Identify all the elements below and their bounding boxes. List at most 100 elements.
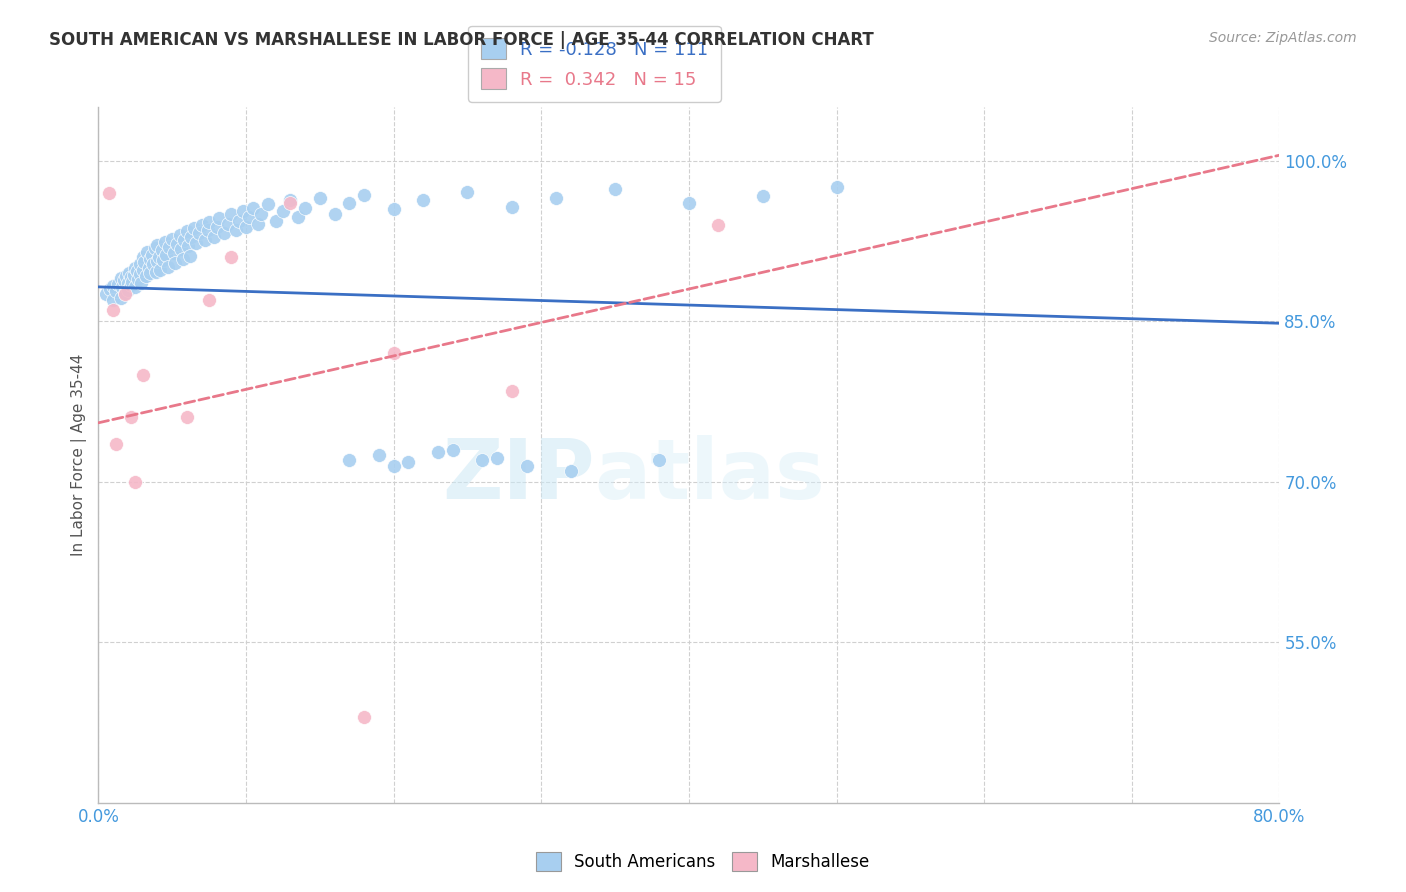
Point bbox=[560, 464, 582, 478]
Point bbox=[235, 219, 257, 234]
Point bbox=[120, 410, 142, 425]
Point bbox=[180, 229, 202, 244]
Point bbox=[117, 276, 139, 290]
Point bbox=[309, 191, 332, 205]
Point bbox=[198, 293, 221, 307]
Point bbox=[194, 233, 217, 247]
Point bbox=[128, 257, 150, 271]
Point bbox=[191, 218, 214, 232]
Point bbox=[221, 250, 243, 264]
Point bbox=[143, 241, 166, 255]
Point bbox=[368, 448, 391, 462]
Point bbox=[97, 186, 120, 200]
Point bbox=[152, 253, 174, 268]
Point bbox=[170, 243, 193, 257]
Point bbox=[103, 278, 125, 293]
Point bbox=[250, 207, 273, 221]
Point bbox=[212, 227, 235, 241]
Point bbox=[238, 211, 260, 225]
Point bbox=[163, 245, 186, 260]
Point bbox=[427, 444, 450, 458]
Point bbox=[162, 232, 183, 246]
Point bbox=[94, 287, 117, 301]
Point bbox=[141, 248, 163, 262]
Point bbox=[134, 255, 156, 269]
Point bbox=[294, 201, 316, 215]
Point bbox=[228, 213, 250, 227]
Text: ZIP: ZIP bbox=[441, 435, 595, 516]
Point bbox=[471, 453, 494, 467]
Point bbox=[129, 276, 152, 290]
Point bbox=[103, 303, 125, 318]
Point bbox=[398, 455, 420, 469]
Point bbox=[136, 244, 159, 259]
Point bbox=[382, 202, 405, 216]
Point bbox=[678, 196, 700, 211]
Y-axis label: In Labor Force | Age 35-44: In Labor Force | Age 35-44 bbox=[72, 354, 87, 556]
Point bbox=[176, 410, 198, 425]
Point bbox=[105, 284, 128, 298]
Point bbox=[153, 235, 176, 249]
Point bbox=[155, 248, 177, 262]
Point bbox=[605, 182, 627, 196]
Point bbox=[124, 260, 146, 275]
Point bbox=[115, 269, 138, 284]
Legend: South Americans, Marshallese: South Americans, Marshallese bbox=[527, 843, 879, 880]
Point bbox=[149, 262, 172, 277]
Point bbox=[752, 189, 775, 203]
Point bbox=[146, 238, 169, 252]
Point bbox=[125, 264, 148, 278]
Point bbox=[114, 286, 136, 301]
Point bbox=[177, 239, 200, 253]
Point bbox=[457, 185, 479, 199]
Point bbox=[501, 384, 523, 398]
Point bbox=[382, 346, 405, 360]
Point bbox=[114, 287, 136, 301]
Point bbox=[107, 277, 129, 291]
Point bbox=[257, 197, 280, 211]
Point bbox=[486, 451, 509, 466]
Point bbox=[120, 277, 142, 292]
Point bbox=[225, 223, 247, 237]
Point bbox=[112, 273, 135, 287]
Point bbox=[166, 237, 188, 252]
Point bbox=[132, 368, 155, 382]
Point bbox=[280, 196, 302, 211]
Point bbox=[323, 207, 346, 221]
Point bbox=[145, 265, 167, 279]
Point bbox=[150, 244, 173, 258]
Point bbox=[122, 268, 145, 282]
Text: SOUTH AMERICAN VS MARSHALLESE IN LABOR FORCE | AGE 35-44 CORRELATION CHART: SOUTH AMERICAN VS MARSHALLESE IN LABOR F… bbox=[49, 31, 875, 49]
Point bbox=[412, 193, 434, 207]
Point bbox=[103, 293, 125, 307]
Point bbox=[501, 200, 523, 214]
Point bbox=[132, 250, 155, 264]
Point bbox=[111, 280, 134, 294]
Legend: R = -0.128   N = 111, R =  0.342   N = 15: R = -0.128 N = 111, R = 0.342 N = 15 bbox=[468, 26, 721, 102]
Point bbox=[197, 223, 219, 237]
Point bbox=[441, 442, 464, 457]
Point bbox=[217, 217, 239, 231]
Point bbox=[105, 437, 128, 451]
Point bbox=[98, 282, 121, 296]
Point bbox=[184, 235, 207, 250]
Point bbox=[202, 229, 225, 244]
Point bbox=[139, 266, 162, 280]
Point bbox=[139, 252, 162, 266]
Point bbox=[280, 193, 302, 207]
Point bbox=[148, 250, 170, 264]
Point bbox=[176, 224, 198, 238]
Point bbox=[146, 254, 169, 268]
Point bbox=[142, 257, 165, 271]
Point bbox=[242, 201, 264, 215]
Point bbox=[271, 203, 294, 218]
Point bbox=[205, 219, 228, 234]
Point bbox=[124, 280, 146, 294]
Point bbox=[165, 256, 187, 270]
Point bbox=[287, 211, 309, 225]
Point bbox=[127, 272, 149, 286]
Point bbox=[179, 249, 201, 263]
Point bbox=[128, 267, 150, 281]
Point bbox=[183, 221, 205, 235]
Point bbox=[339, 196, 361, 211]
